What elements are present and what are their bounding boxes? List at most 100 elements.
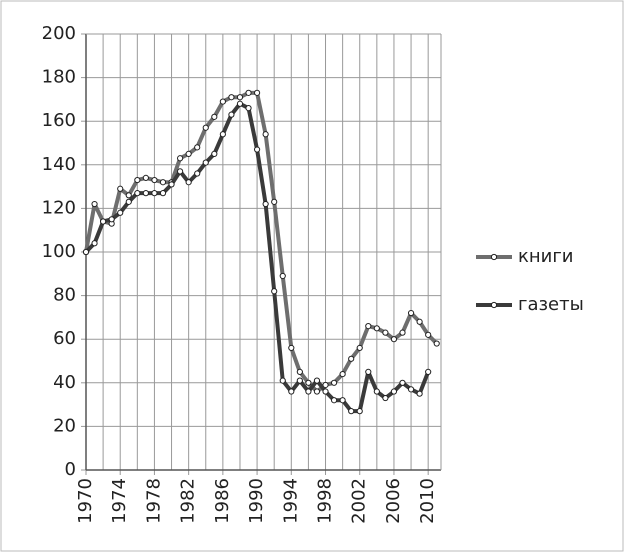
- marker: [151, 190, 158, 197]
- marker: [262, 131, 269, 138]
- y-tick-label: 20: [53, 415, 76, 436]
- marker: [262, 200, 269, 208]
- y-tick-label: 160: [42, 110, 76, 131]
- marker: [348, 408, 355, 415]
- marker: [194, 170, 201, 177]
- marker: [373, 325, 380, 332]
- y-tick-label: 180: [42, 67, 76, 88]
- x-tick-label: 1990: [246, 478, 267, 524]
- marker: [356, 408, 363, 415]
- marker: [168, 181, 175, 188]
- marker: [373, 388, 380, 395]
- marker: [382, 329, 389, 336]
- marker: [348, 355, 355, 362]
- marker: [390, 336, 398, 343]
- marker: [134, 176, 141, 184]
- marker: [296, 377, 303, 384]
- marker: [288, 344, 295, 352]
- legend-label: газеты: [518, 294, 584, 315]
- marker: [219, 98, 226, 105]
- x-tick-label: 1986: [212, 478, 233, 524]
- y-tick-label: 140: [42, 154, 76, 175]
- marker: [100, 218, 107, 225]
- marker: [236, 94, 244, 101]
- marker: [151, 176, 158, 184]
- marker: [108, 216, 115, 223]
- marker: [82, 248, 90, 256]
- y-tick-label: 100: [42, 241, 76, 262]
- y-tick-label: 200: [42, 23, 76, 44]
- marker: [339, 370, 346, 378]
- y-tick-label: 120: [42, 197, 76, 218]
- x-tick-label: 1970: [75, 478, 96, 524]
- marker: [416, 318, 423, 325]
- marker: [253, 89, 261, 96]
- marker: [228, 111, 235, 118]
- y-tick-label: 0: [65, 459, 76, 480]
- marker: [271, 288, 278, 295]
- marker: [330, 397, 338, 404]
- marker: [313, 388, 321, 395]
- marker: [134, 190, 141, 197]
- x-tick-label: 1994: [280, 478, 301, 524]
- x-tick-label: 2006: [383, 478, 404, 524]
- x-tick-label: 2002: [349, 478, 370, 524]
- x-tick-label: 1998: [315, 478, 336, 524]
- marker: [117, 209, 124, 216]
- marker: [339, 397, 346, 404]
- marker: [142, 190, 149, 197]
- legend-label: книги: [518, 246, 574, 267]
- marker: [399, 379, 406, 386]
- marker: [219, 131, 226, 138]
- marker: [330, 379, 338, 386]
- marker: [245, 89, 252, 96]
- marker: [176, 155, 184, 162]
- x-tick-label: 2010: [417, 478, 438, 524]
- marker: [296, 368, 303, 375]
- marker: [288, 388, 295, 395]
- marker: [117, 185, 124, 192]
- marker: [365, 368, 372, 375]
- marker: [202, 159, 209, 166]
- x-tick-label: 1978: [143, 478, 164, 524]
- marker: [185, 179, 192, 186]
- marker: [279, 377, 286, 384]
- marker: [305, 379, 312, 386]
- marker: [176, 168, 184, 175]
- y-tick-label: 40: [53, 372, 76, 393]
- marker: [365, 323, 372, 330]
- marker: [211, 113, 218, 120]
- marker: [185, 150, 192, 157]
- marker: [253, 146, 261, 153]
- marker: [245, 105, 252, 112]
- marker: [211, 150, 218, 157]
- marker: [305, 388, 312, 395]
- marker: [390, 388, 398, 395]
- marker: [91, 200, 98, 208]
- marker: [271, 198, 278, 205]
- marker: [356, 344, 363, 352]
- marker: [322, 388, 329, 395]
- marker: [279, 272, 286, 280]
- marker: [159, 179, 167, 186]
- marker: [142, 174, 149, 181]
- legend-marker: [490, 253, 498, 261]
- marker: [125, 198, 132, 205]
- legend-marker: [490, 301, 498, 309]
- x-tick-label: 1982: [178, 478, 199, 524]
- marker: [125, 192, 132, 199]
- marker: [425, 368, 432, 375]
- y-tick-label: 60: [53, 328, 76, 349]
- marker: [382, 394, 389, 402]
- marker: [202, 124, 209, 131]
- marker: [313, 377, 321, 384]
- marker: [407, 309, 415, 317]
- y-tick-label: 80: [53, 285, 76, 306]
- marker: [91, 240, 98, 247]
- marker: [425, 331, 432, 338]
- marker: [194, 144, 201, 151]
- marker: [433, 340, 440, 347]
- marker: [236, 100, 244, 107]
